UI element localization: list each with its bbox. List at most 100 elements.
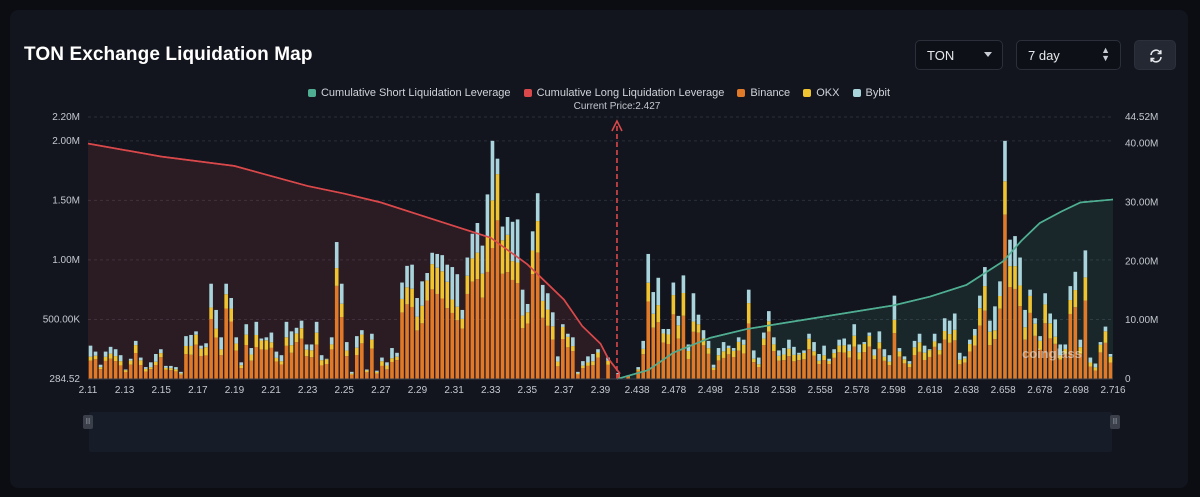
bybit-bar <box>696 314 701 325</box>
bybit-bar <box>460 309 465 319</box>
refresh-button[interactable] <box>1134 40 1176 70</box>
okx-bar <box>515 262 520 284</box>
okx-bar <box>530 250 535 275</box>
x-tick-label: 2.25 <box>335 385 355 396</box>
bybit-bar <box>219 337 223 350</box>
bybit-bar <box>440 255 445 272</box>
legend-item-okx[interactable]: OKX <box>803 87 839 99</box>
zoom-handle-left[interactable]: II <box>83 415 93 429</box>
binance-bar <box>787 356 791 379</box>
binance-bar <box>917 351 922 379</box>
okx-bar <box>450 299 455 313</box>
okx-bar <box>88 356 93 361</box>
legend-item-binance[interactable]: Binance <box>737 87 790 99</box>
binance-bar <box>475 279 480 379</box>
binance-bar <box>1098 352 1103 379</box>
x-tick-label: 2.37 <box>554 385 574 396</box>
binance-bar <box>877 348 882 379</box>
binance-bar <box>952 340 957 379</box>
binance-bar <box>545 325 550 379</box>
okx-bar <box>395 356 399 361</box>
binance-bar <box>339 317 344 379</box>
coin-select[interactable]: TON <box>915 40 1003 70</box>
okx-bar <box>681 293 686 316</box>
bybit-bar <box>314 321 319 333</box>
okx-bar <box>239 365 244 369</box>
binance-bar <box>304 356 309 379</box>
binance-bar <box>370 348 374 379</box>
binance-bar <box>98 369 103 379</box>
x-tick-label: 2.15 <box>151 385 171 396</box>
okx-bar <box>922 352 927 360</box>
okx-bar <box>234 343 239 351</box>
bybit-bar <box>616 373 620 375</box>
bybit-bar <box>133 340 138 346</box>
time-range-select[interactable]: 7 day ▲ ▼ <box>1016 40 1121 70</box>
okx-bar <box>500 240 505 274</box>
okx-bar <box>957 359 962 365</box>
bybit-bar <box>907 361 912 364</box>
okx-bar <box>651 313 656 328</box>
bybit-bar <box>1043 293 1047 305</box>
binance-bar <box>103 360 108 379</box>
okx-bar <box>576 373 580 375</box>
binance-bar <box>108 358 113 379</box>
okx-bar <box>269 342 274 348</box>
binance-bar <box>440 298 445 379</box>
bybit-bar <box>264 337 269 341</box>
y-right-tick-label: 40.00M <box>1125 139 1158 150</box>
bybit-bar <box>736 337 741 342</box>
bybit-bar <box>103 351 108 357</box>
bybit-bar <box>480 245 485 274</box>
binance-bar <box>591 365 595 379</box>
okx-bar <box>179 373 183 375</box>
binance-bar <box>882 360 887 379</box>
binance-bar <box>561 339 565 379</box>
binance-bar <box>927 356 932 379</box>
y-right-tick-label: 20.00M <box>1125 256 1158 267</box>
binance-bar <box>535 252 540 379</box>
bybit-bar <box>410 264 414 289</box>
legend-item-bybit[interactable]: Bybit <box>852 87 890 99</box>
okx-bar <box>1108 356 1113 363</box>
bybit-bar <box>952 313 957 330</box>
okx-bar <box>329 344 334 350</box>
binance-bar <box>184 354 188 379</box>
okx-bar <box>475 252 480 280</box>
chart-legend: Cumulative Short Liquidation Leverage Cu… <box>10 87 1188 99</box>
binance-bar <box>244 345 249 379</box>
bybit-bar <box>455 274 460 307</box>
bybit-bar <box>1053 319 1058 337</box>
legend-item-long[interactable]: Cumulative Long Liquidation Leverage <box>523 87 724 99</box>
binance-bar <box>827 364 831 379</box>
okx-bar <box>339 303 344 318</box>
okx-bar <box>998 295 1002 309</box>
binance-bar <box>761 345 766 379</box>
okx-bar <box>656 305 661 323</box>
bybit-bar <box>390 348 394 359</box>
legend-swatch <box>523 89 532 97</box>
x-tick-label: 2.35 <box>518 385 538 396</box>
binance-bar <box>264 349 269 379</box>
current-price-arrow-icon <box>611 119 623 132</box>
legend-item-short[interactable]: Cumulative Short Liquidation Leverage <box>307 87 511 99</box>
bybit-bar <box>882 349 887 357</box>
okx-bar <box>1033 323 1037 336</box>
bybit-bar <box>807 333 811 339</box>
bybit-bar <box>1063 344 1068 349</box>
binance-bar <box>259 349 264 379</box>
bybit-bar <box>937 343 942 351</box>
bybit-bar <box>741 339 746 345</box>
bybit-bar <box>676 315 681 326</box>
okx-bar <box>1013 266 1017 289</box>
okx-bar <box>787 348 791 357</box>
zoom-handle-right[interactable]: II <box>1110 415 1120 429</box>
zoom-scrollbar[interactable] <box>89 412 1112 452</box>
binance-bar <box>777 360 781 379</box>
binance-bar <box>174 371 178 379</box>
binance-bar <box>887 365 892 379</box>
okx-bar <box>430 264 434 290</box>
legend-label: OKX <box>816 87 840 99</box>
bybit-bar <box>239 362 244 366</box>
binance-bar <box>159 357 163 379</box>
